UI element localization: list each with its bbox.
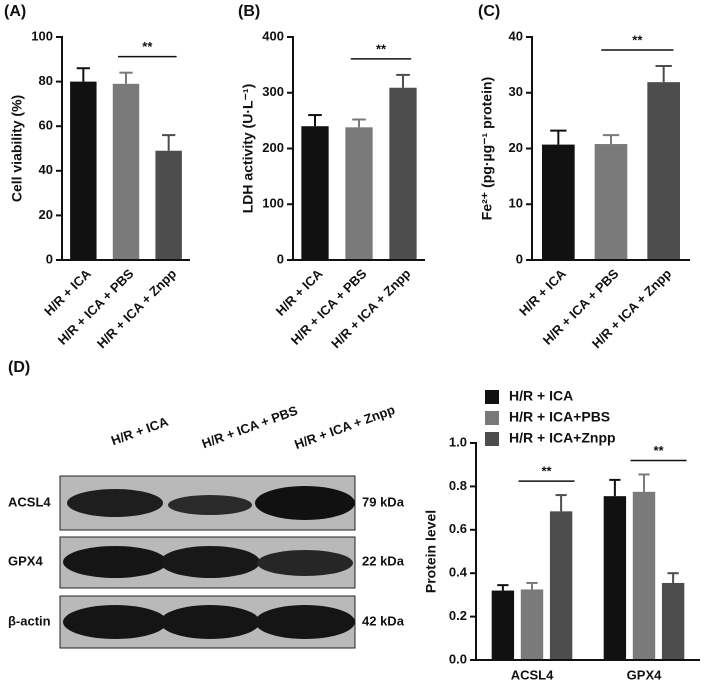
bar — [491, 590, 515, 660]
legend-label: H/R + ICA+PBS — [509, 409, 610, 425]
y-tick-label: 10 — [509, 196, 523, 211]
panel-label: (D) — [8, 359, 30, 376]
band — [67, 489, 163, 517]
y-axis-label: Fe²⁺ (pg·µg⁻¹ protein) — [479, 77, 495, 220]
error-bar — [308, 114, 322, 127]
bar — [70, 81, 97, 260]
y-tick-label: 100 — [31, 28, 53, 43]
size-label: 22 kDa — [362, 553, 405, 568]
error-bar — [550, 129, 567, 145]
bar — [112, 83, 140, 260]
y-tick-label: 0.2 — [449, 608, 467, 623]
x-tick-label: GPX4 — [627, 667, 662, 682]
error-bar — [655, 64, 672, 83]
legend-label: H/R + ICA+Znpp — [509, 430, 616, 446]
error-bar — [609, 478, 621, 497]
y-tick-label: 1.0 — [449, 434, 467, 449]
y-axis-label: Cell viability (%) — [9, 95, 25, 202]
bar — [155, 150, 182, 260]
y-tick-label: 80 — [39, 73, 53, 88]
y-axis-label: Protein level — [423, 510, 439, 593]
legend-swatch — [485, 411, 499, 425]
legend-label: H/R + ICA — [509, 388, 573, 404]
bar — [549, 511, 573, 660]
x-tick-label: H/R + ICA — [516, 266, 569, 319]
y-tick-label: 20 — [509, 140, 523, 155]
western-blot: (D) H/R + ICA H/R + ICA + PBS H/R + ICA … — [8, 359, 405, 649]
error-bar — [526, 581, 538, 590]
lane-label: H/R + ICA — [109, 414, 171, 449]
y-tick-label: 300 — [262, 84, 284, 99]
error-bar — [602, 134, 620, 145]
lane-label: H/R + ICA + PBS — [200, 403, 300, 452]
panel-label: (A) — [4, 3, 26, 20]
protein-label: ACSL4 — [8, 494, 51, 509]
error-bar — [555, 494, 567, 512]
y-tick-label: 20 — [39, 207, 53, 222]
y-tick-label: 100 — [262, 196, 284, 211]
bar — [647, 82, 680, 260]
error-bar — [396, 73, 410, 88]
bar — [603, 496, 627, 660]
error-bar — [119, 71, 133, 84]
y-tick-label: 60 — [39, 118, 53, 133]
y-tick-label: 0 — [46, 251, 53, 266]
y-tick-label: 200 — [262, 140, 284, 155]
legend-swatch — [485, 432, 499, 446]
x-tick-label: H/R + ICA + PBS — [55, 266, 137, 348]
bar — [542, 144, 575, 260]
bar — [661, 582, 685, 660]
x-tick-label: ACSL4 — [511, 667, 554, 682]
y-tick-label: 40 — [39, 162, 53, 177]
size-label: 42 kDa — [362, 613, 405, 628]
lane-label: H/R + ICA + Znpp — [292, 402, 397, 452]
y-tick-label: 0.8 — [449, 478, 467, 493]
significance-label: ** — [632, 32, 643, 47]
band — [255, 605, 355, 639]
y-axis-label: LDH activity (U·L⁻¹) — [240, 84, 256, 214]
x-tick-label: H/R + ICA + PBS — [288, 266, 370, 348]
y-tick-label: 30 — [509, 84, 523, 99]
band — [63, 605, 167, 639]
y-tick-label: 40 — [509, 28, 523, 43]
bar — [301, 126, 329, 260]
error-bar — [352, 118, 366, 128]
band — [63, 546, 167, 578]
y-tick-label: 0.0 — [449, 651, 467, 666]
panel-label: (B) — [238, 3, 260, 20]
y-tick-label: 0 — [516, 251, 523, 266]
protein-label: GPX4 — [8, 553, 43, 568]
significance-label: ** — [376, 41, 387, 56]
x-tick-label: H/R + ICA + Znpp — [94, 266, 179, 351]
bar — [520, 589, 544, 660]
x-tick-label: H/R + ICA + Znpp — [328, 266, 413, 351]
y-tick-label: 400 — [262, 28, 284, 43]
band — [255, 486, 355, 520]
bar — [389, 87, 417, 260]
protein-label: β-actin — [8, 613, 51, 628]
bar — [632, 491, 656, 660]
panel-label: (C) — [478, 3, 500, 20]
bar — [594, 144, 628, 260]
error-bar — [162, 134, 176, 151]
error-bar — [76, 67, 90, 82]
band — [168, 495, 252, 515]
size-label: 79 kDa — [362, 494, 405, 509]
bar — [345, 127, 373, 260]
y-tick-label: 0.4 — [449, 565, 468, 580]
significance-label: ** — [142, 39, 153, 54]
error-bar — [667, 572, 679, 583]
y-tick-label: 0.6 — [449, 521, 467, 536]
legend-swatch — [485, 390, 499, 404]
band — [160, 605, 260, 639]
band — [257, 550, 353, 576]
error-bar — [638, 473, 650, 492]
error-bar — [497, 584, 509, 591]
y-tick-label: 0 — [277, 251, 284, 266]
significance-label: ** — [653, 443, 664, 458]
band — [160, 546, 260, 578]
significance-label: ** — [541, 464, 552, 479]
